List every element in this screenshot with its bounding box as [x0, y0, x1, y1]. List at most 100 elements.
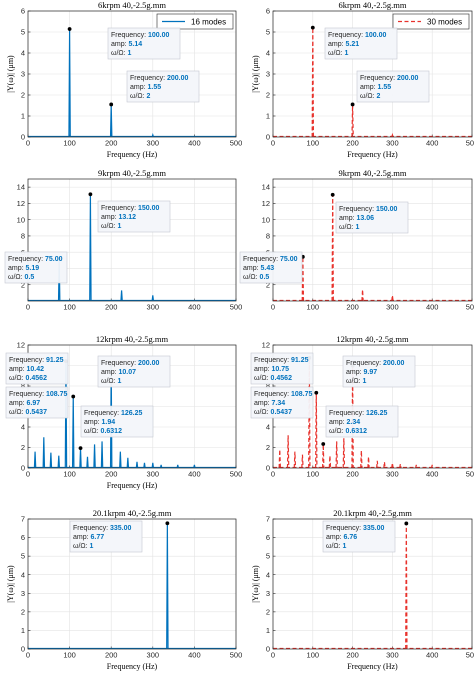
x-tick-label: 100 [307, 651, 320, 660]
chart-title: 12krpm 40,-2.5g.mm [336, 334, 409, 344]
datatip-box [324, 27, 398, 60]
spectrum-peak [322, 443, 325, 469]
y-axis-label: |Y(ω)| (μm) [6, 55, 15, 93]
datatip-value: 200.00 [397, 75, 419, 82]
y-tick-label: 10 [17, 215, 25, 224]
datatip-value: 1 [345, 50, 349, 57]
datatip-key: amp: [73, 534, 91, 541]
spectrum-peak [68, 29, 71, 138]
x-tick-label: 500 [230, 651, 243, 660]
datatip-value: 126.25 [121, 410, 143, 417]
legend-label: 16 modes [191, 18, 226, 27]
datatip-marker [321, 442, 326, 446]
spectrum-peak [342, 438, 346, 469]
x-tick-label: 300 [386, 139, 399, 148]
datatip-value: 335.00 [110, 525, 132, 532]
legend: 30 modes [392, 13, 470, 30]
datatip-key: Frequency: [84, 410, 121, 417]
datatip-value: 2.34 [347, 419, 361, 426]
x-tick-label: 500 [466, 470, 474, 479]
x-tick-label: 0 [26, 303, 30, 312]
y-tick-label: 8 [266, 382, 270, 391]
datatip-box [126, 70, 200, 103]
spectrum-peak [311, 27, 315, 138]
spectrum-peak [361, 289, 364, 302]
spectrum-peak [391, 462, 394, 469]
datatip-row: Frequency: 150.00 [339, 206, 397, 213]
x-tick-label: 500 [466, 651, 474, 660]
x-tick-label: 300 [386, 651, 399, 660]
datatip-key: amp: [346, 369, 364, 376]
datatip-key: ω/Ω: [101, 378, 118, 385]
datatip-row: ω/Ω: 0.5 [8, 274, 34, 281]
x-tick-label: 400 [426, 651, 439, 660]
x-tick-label: 300 [147, 470, 160, 479]
chart-panel-4: 9krpm 40,-2.5g.mm01002003004005002468101… [239, 168, 474, 312]
spectrum-peak [120, 290, 123, 302]
y-tick-label: 2 [266, 607, 270, 616]
plot-area [273, 179, 472, 301]
y-tick-label: 1 [21, 112, 25, 121]
spectrum-peak [143, 462, 146, 469]
y-tick-label: 0 [266, 133, 270, 142]
spectrum-peak [391, 295, 394, 302]
datatip-value: 6.76 [344, 534, 358, 541]
datatip-box [80, 405, 154, 438]
datatip-row: ω/Ω: 0.6312 [84, 428, 122, 435]
spectrum-peak [301, 454, 304, 469]
y-tick-label: 2 [21, 443, 25, 452]
chart-panel-7: 20.1krpm 40,-2.5g.mm 0 100 200 300 400 500 0 1 2 3… [6, 508, 242, 671]
chart-panel-5: 12krpm 40,-2.5g.mm0100200300400500024681… [5, 334, 242, 490]
datatip-key: Frequency: [254, 391, 291, 398]
chart-title: 12krpm 40,-2.5g.mm [96, 334, 169, 344]
x-tick-label: 400 [188, 470, 201, 479]
axes-frame [272, 178, 473, 302]
datatip-key: Frequency: [360, 75, 397, 82]
datatip-row: amp: 5.19 [8, 265, 39, 272]
datatip-value: 1 [90, 543, 94, 550]
datatip-row: ω/Ω: 0.4562 [9, 375, 47, 382]
datatip-value: 108.75 [291, 391, 313, 398]
x-tick-label: 400 [188, 651, 201, 660]
y-tick-label: 2 [21, 91, 25, 100]
datatip-value: 5.14 [129, 41, 143, 48]
y-tick-label: 2 [21, 607, 25, 616]
datatip-key: ω/Ω: [328, 50, 345, 57]
datatip-row: ω/Ω: 1 [101, 223, 122, 230]
datatip-key: amp: [243, 265, 261, 272]
datatip-value: 9.97 [364, 369, 378, 376]
spectrum-peak [135, 461, 139, 469]
x-tick-label: 400 [426, 139, 439, 148]
datatip-key: ω/Ω: [346, 378, 363, 385]
y-tick-label: 2 [266, 91, 270, 100]
datatip-key: ω/Ω: [130, 93, 147, 100]
y-tick-label: 5 [266, 28, 270, 37]
datatip-value: 1 [363, 378, 367, 385]
x-tick-label: 400 [426, 470, 439, 479]
x-tick-label: 100 [307, 303, 320, 312]
datatip-marker [67, 27, 72, 31]
legend-box [392, 13, 470, 30]
datatip-row: amp: 9.97 [346, 369, 377, 376]
y-tick-label: 7 [266, 515, 270, 524]
datatip-value: 10.75 [272, 366, 290, 373]
spectrum-peak [176, 464, 180, 469]
datatip-row: ω/Ω: 2 [360, 93, 381, 100]
x-tick-label: 300 [147, 139, 160, 148]
spectrum-peak [109, 104, 113, 138]
spectrum-peak [126, 457, 130, 469]
y-tick-label: 0 [21, 133, 25, 142]
datatip-row: Frequency: 108.75 [9, 391, 67, 398]
datatip-row: Frequency: 150.00 [101, 205, 159, 212]
datatip-box [97, 355, 171, 388]
